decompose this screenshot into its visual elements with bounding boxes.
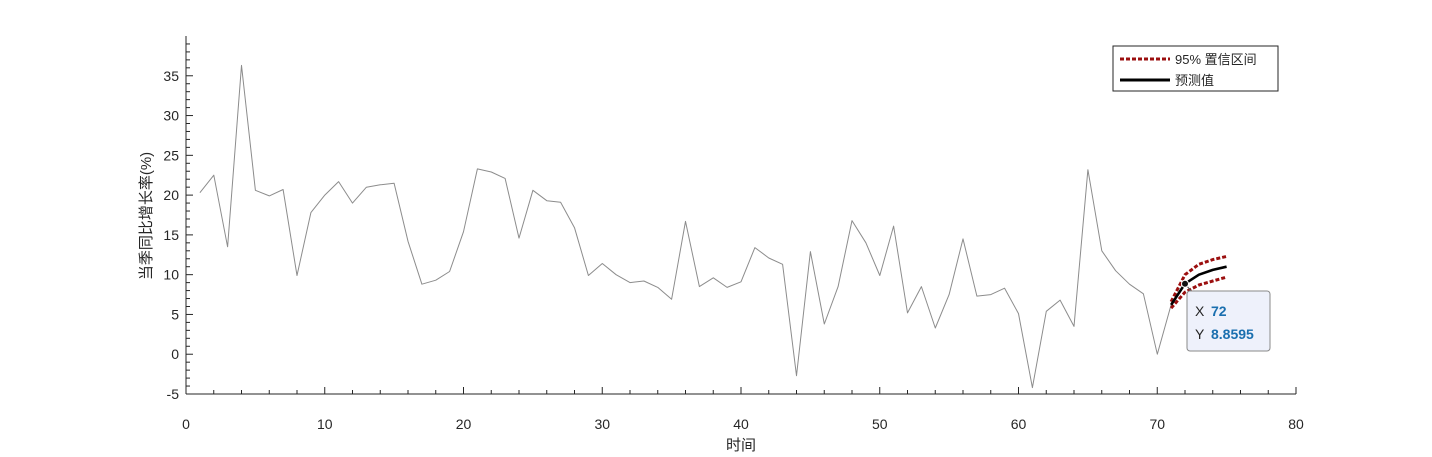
y-tick-label: 10	[163, 267, 179, 283]
series-line-ci-upper	[1169, 254, 1227, 303]
y-tick-label: 15	[163, 227, 179, 243]
y-tick-label: 35	[163, 68, 179, 84]
y-tick-label: 25	[163, 147, 179, 163]
x-tick-label: 40	[733, 416, 749, 432]
series-layer	[199, 64, 1228, 389]
series-line-ci-lower	[1169, 275, 1228, 310]
y-tick-label: 30	[163, 108, 179, 124]
y-tick-label: 20	[163, 187, 179, 203]
x-axis-label: 时间	[726, 437, 756, 454]
x-tick-label: 10	[317, 416, 333, 432]
x-tick-label: 60	[1011, 416, 1027, 432]
datatip-marker[interactable]	[1181, 279, 1189, 288]
legend-box	[1112, 45, 1279, 92]
datatip[interactable]: X 72 Y 8.8595	[1181, 279, 1271, 352]
datatip-y-value: 8.8595	[1211, 326, 1254, 342]
datatip-box	[1186, 290, 1271, 352]
datatip-y-key: Y	[1195, 326, 1205, 342]
x-tick-label: 20	[456, 416, 472, 432]
y-tick-label: -5	[167, 386, 180, 402]
datatip-x-value: 72	[1211, 303, 1227, 319]
y-axis-label: 当季同比增长率(%)	[138, 152, 155, 280]
x-tick-label: 0	[182, 416, 190, 432]
legend[interactable]: 95% 置信区间 预测值	[1112, 45, 1279, 92]
datatip-x-key: X	[1195, 303, 1205, 319]
legend-ci-label: 95% 置信区间	[1175, 52, 1257, 67]
x-tick-label: 70	[1149, 416, 1165, 432]
plot-area	[186, 36, 1296, 394]
series-line-history	[199, 64, 1172, 389]
y-tick-label: 5	[171, 306, 179, 322]
x-tick-label: 30	[594, 416, 610, 432]
legend-forecast-label: 预测值	[1175, 73, 1214, 88]
x-tick-label: 50	[872, 416, 888, 432]
y-tick-label: 0	[171, 346, 179, 362]
x-tick-label: 80	[1288, 416, 1304, 432]
series-line-forecast	[1170, 265, 1227, 306]
